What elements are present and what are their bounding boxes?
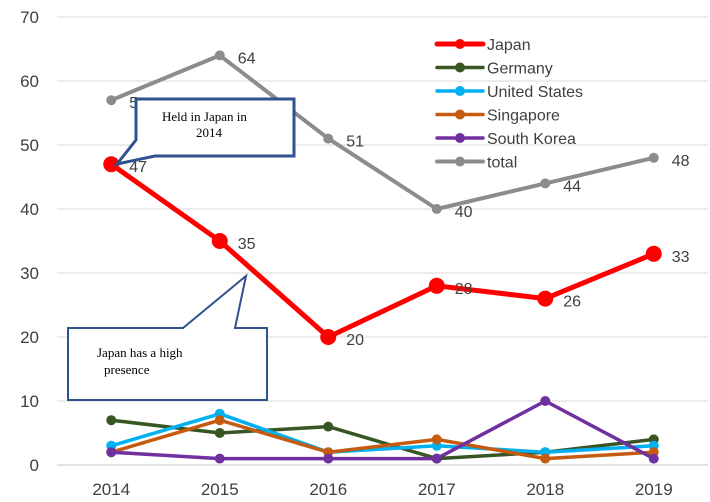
legend-label-singapore: Singapore <box>487 108 560 125</box>
series-lines <box>108 53 657 461</box>
y-tick-label-70: 70 <box>20 8 39 27</box>
point-total-2019 <box>648 152 659 163</box>
point-south-korea-2017 <box>431 453 442 464</box>
y-tick-label-30: 30 <box>20 264 39 283</box>
y-tick-label-0: 0 <box>30 456 39 475</box>
point-japan-2015 <box>211 233 228 249</box>
point-japan-2014 <box>103 156 120 173</box>
series-line-south-korea <box>109 399 656 461</box>
y-tick-label-60: 60 <box>20 72 39 91</box>
y-tick-label-50: 50 <box>20 136 39 155</box>
callout-held-in-japan-shape <box>113 97 296 167</box>
data-label-japan-2016: 20 <box>346 332 364 349</box>
data-label-total-2019: 48 <box>672 153 690 170</box>
point-singapore-2017 <box>431 434 442 445</box>
x-tick-label-2019: 2019 <box>635 480 673 499</box>
series-line-united-states <box>109 412 656 454</box>
x-tick-label-2016: 2016 <box>309 480 347 499</box>
callout-high-presence-line-1: Japan has a high <box>97 345 183 360</box>
data-label-japan-2015: 35 <box>238 236 256 253</box>
legend-marker-total <box>455 156 465 167</box>
data-label-total-2014: 5 <box>129 95 138 112</box>
data-label-japan-2014: 47 <box>129 159 147 176</box>
point-singapore-2018 <box>540 453 551 464</box>
x-tick-label-2017: 2017 <box>418 480 456 499</box>
x-tick-label-2014: 2014 <box>92 480 130 499</box>
data-label-japan-2017: 28 <box>455 281 473 298</box>
data-label-total-2017: 40 <box>455 204 473 221</box>
callout-high-presence: Japan has a high presence <box>67 273 268 401</box>
data-label-total-2015: 64 <box>238 50 256 67</box>
legend-label-united-states: United States <box>487 84 583 101</box>
x-tick-label-2018: 2018 <box>526 480 564 499</box>
axes: 0 10 20 30 40 50 60 70 2014 2015 2016 2017 2018 2019 <box>20 8 708 499</box>
series-line-singapore <box>109 418 656 461</box>
callout-held-in-japan-line-1: Held in Japan in <box>162 109 247 124</box>
data-label-total-2016: 51 <box>346 134 364 151</box>
point-total-2015 <box>214 50 225 61</box>
legend: Japan Germany United States Singapore South … <box>434 37 583 172</box>
legend-marker-singapore <box>455 109 465 120</box>
legend-marker-germany <box>455 62 465 73</box>
legend-label-total: total <box>487 155 517 172</box>
series-line-total <box>109 53 656 211</box>
point-south-korea-2015 <box>214 453 225 464</box>
series-points <box>103 50 662 464</box>
callout-held-in-japan: Held in Japan in 2014 <box>113 97 296 167</box>
legend-label-south-korea: South Korea <box>487 131 576 148</box>
point-japan-2017 <box>428 277 445 294</box>
y-tick-label-20: 20 <box>20 328 39 347</box>
callout-high-presence-shape <box>67 273 268 401</box>
legend-marker-japan <box>455 39 465 49</box>
point-total-2018 <box>540 178 551 189</box>
x-tick-label-2015: 2015 <box>201 480 239 499</box>
point-south-korea-2019 <box>648 453 659 464</box>
point-total-2014 <box>106 95 117 106</box>
callout-high-presence-line-2: presence <box>104 362 150 377</box>
point-total-2017 <box>431 204 442 214</box>
point-south-korea-2018 <box>540 396 551 406</box>
point-total-2016 <box>323 133 334 144</box>
data-label-total-2018: 44 <box>563 178 581 195</box>
point-germany-2016 <box>323 421 334 432</box>
data-label-japan-2019: 33 <box>672 249 690 266</box>
point-south-korea-2014 <box>106 447 117 458</box>
legend-label-japan: Japan <box>487 37 531 54</box>
callout-held-in-japan-line-2: 2014 <box>196 125 223 140</box>
y-tick-label-10: 10 <box>20 392 39 411</box>
data-label-japan-2018: 26 <box>563 294 581 311</box>
point-japan-2018 <box>537 290 554 307</box>
series-line-germany <box>109 418 656 461</box>
legend-marker-united-states <box>455 86 465 96</box>
point-japan-2019 <box>645 245 662 262</box>
series-line-japan <box>108 161 657 340</box>
point-south-korea-2016 <box>323 453 334 464</box>
point-japan-2016 <box>320 329 337 345</box>
point-germany-2014 <box>106 415 117 426</box>
y-tick-label-40: 40 <box>20 200 39 219</box>
legend-label-germany: Germany <box>487 61 553 78</box>
point-germany-2015 <box>214 428 225 438</box>
point-singapore-2015 <box>214 415 225 426</box>
data-labels: 5 64 51 40 44 48 47 35 20 28 26 33 <box>129 50 689 349</box>
legend-marker-south-korea <box>455 133 465 143</box>
